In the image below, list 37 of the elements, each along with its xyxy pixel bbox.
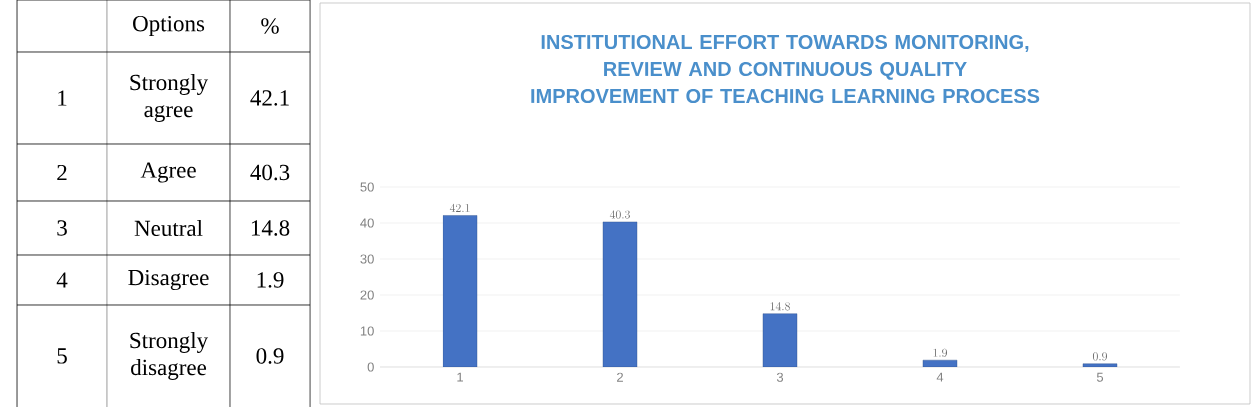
- data-label: 0.9: [1092, 352, 1107, 361]
- category-label: Disagree: [128, 269, 209, 291]
- data-label: 14.8: [251, 220, 290, 236]
- bar: [602, 221, 638, 367]
- text: 5: [57, 348, 67, 364]
- category-label: Strongly disagree: [130, 332, 209, 380]
- data-label: 0.9: [256, 348, 284, 364]
- text: 1: [58, 90, 67, 106]
- data-label: 1 .9: [933, 348, 947, 357]
- data-label: 1.9: [257, 272, 284, 288]
- category-label: Agree: [140, 162, 196, 183]
- x-tick-label: 3: [776, 372, 784, 382]
- data-label: 14.8: [770, 302, 790, 311]
- x-tick-label: 5: [1096, 372, 1104, 382]
- y-tick-label: 10: [360, 326, 374, 336]
- text: 4: [56, 272, 68, 288]
- text: 2: [57, 164, 67, 181]
- chart-title: INSTITUTIONAL EFFORT TOWARDS MONITORING, REVIEW AND CONTINUOUS QUALITY IMPROVEMENT OF TEACHING LEARNING PROCESS: [531, 34, 1040, 104]
- data-label: 42.1: [250, 90, 289, 106]
- x-tick-label: 1: [457, 372, 463, 382]
- y-tick-label: 20: [360, 290, 374, 300]
- text: %: [261, 18, 279, 34]
- x-tick-label: 4: [936, 372, 944, 382]
- category-label: Neutral: [134, 219, 203, 237]
- bar: [762, 313, 798, 367]
- y-tick-label: 40: [360, 218, 374, 228]
- text: 3: [57, 220, 67, 236]
- data-label: 40.3: [250, 164, 290, 181]
- text: Options: [133, 15, 205, 37]
- y-tick-label: 0: [367, 362, 374, 372]
- data-label: 40.3: [609, 210, 630, 219]
- x-tick-label: 2: [617, 372, 623, 382]
- y-tick-label: 30: [360, 254, 374, 264]
- data-label: 42. 1: [449, 203, 470, 212]
- bar: [442, 215, 478, 367]
- category-label: Strongly agree: [130, 74, 209, 122]
- y-tick-label: 50: [360, 182, 374, 192]
